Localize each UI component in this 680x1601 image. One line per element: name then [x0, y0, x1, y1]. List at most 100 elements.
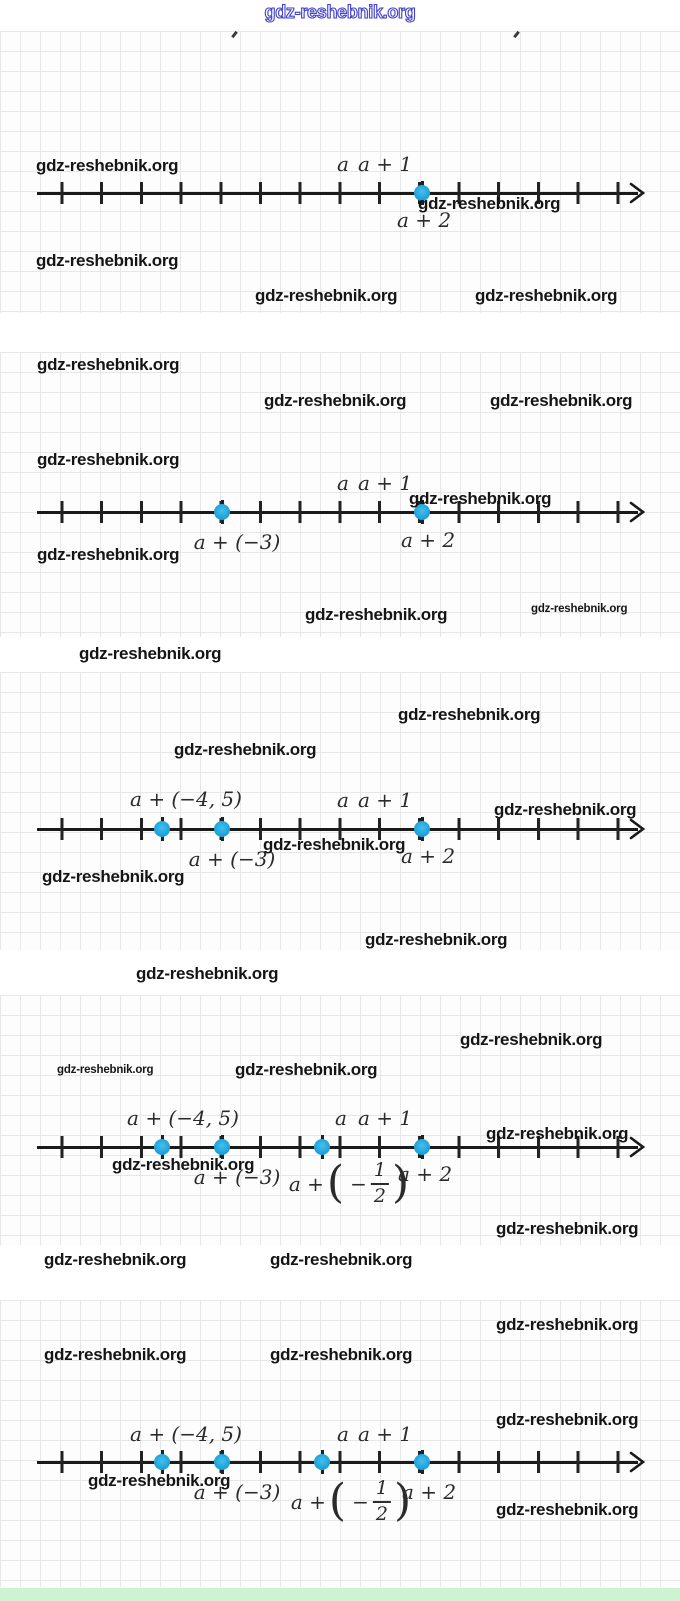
marked-point-a-minus-4-5 — [153, 1449, 171, 1475]
marked-point-a-minus-3 — [213, 1134, 231, 1160]
footer-strip — [0, 1588, 680, 1601]
arrowhead-icon — [629, 1451, 645, 1473]
fraction: 1 2 — [372, 1477, 391, 1526]
point-dot — [414, 821, 430, 837]
minus-sign: − — [350, 1171, 367, 1196]
watermark: gdz-reshebnik.org — [88, 1471, 231, 1490]
graph-paper-panel-3 — [0, 672, 680, 950]
marked-point-a-minus-4-5 — [153, 816, 171, 842]
point-dot — [414, 185, 430, 201]
watermark: gdz-reshebnik.org — [37, 450, 180, 469]
point-dot — [314, 1454, 330, 1470]
frac-prefix: a + — [290, 1489, 326, 1514]
point-label-a-plus-2: a + 2 — [400, 528, 456, 552]
marked-point-a-plus-2 — [413, 816, 431, 842]
arrowhead-icon — [629, 182, 645, 204]
fraction-denominator: 2 — [373, 1184, 386, 1207]
tick-marks — [37, 1451, 625, 1473]
watermark: gdz-reshebnik.org — [44, 1250, 187, 1269]
fraction-numerator: 1 — [372, 1477, 391, 1503]
number-line-3 — [37, 817, 649, 841]
frac-prefix: a + — [288, 1171, 324, 1196]
point-label-a-minus-3: a + (−3) — [193, 1480, 281, 1504]
marked-point-a-plus-2 — [413, 180, 431, 206]
number-line-4 — [37, 1135, 649, 1159]
tick-label-a-plus-1: a + 1 — [357, 1422, 413, 1446]
tick-label-a: a — [337, 471, 349, 495]
point-label-a-minus-half: a + ( − 1 2 ) — [288, 1156, 410, 1208]
watermark: gdz-reshebnik.org — [264, 391, 407, 410]
watermark: gdz-reshebnik.org — [136, 964, 279, 983]
tick-label-a-plus-1: a + 1 — [357, 471, 413, 495]
watermark: gdz-reshebnik.org — [496, 1500, 639, 1519]
point-dot — [414, 504, 430, 520]
point-dot — [154, 1139, 170, 1155]
marked-point-a-plus-2 — [413, 499, 431, 525]
arrowhead-icon — [629, 1136, 645, 1158]
watermark: gdz-reshebnik.org — [305, 605, 448, 624]
open-paren: ( — [326, 1156, 345, 1208]
watermark: gdz-reshebnik.org — [409, 489, 552, 508]
point-dot — [214, 1139, 230, 1155]
fraction-denominator: 2 — [375, 1502, 388, 1525]
point-label-a-plus-2: a + 2 — [400, 844, 456, 868]
watermark: gdz-reshebnik.org — [37, 355, 180, 374]
watermark: gdz-reshebnik.org — [418, 194, 561, 213]
watermark: gdz-reshebnik.org — [174, 740, 317, 759]
watermark: gdz-reshebnik.org — [460, 1030, 603, 1049]
watermark: gdz-reshebnik.org — [79, 644, 222, 663]
watermark: gdz-reshebnik.org — [496, 1410, 639, 1429]
watermark: gdz-reshebnik.org — [44, 1345, 187, 1364]
point-label-a-minus-3: a + (−3) — [188, 847, 276, 871]
close-paren: ) — [391, 1156, 410, 1208]
fraction-numerator: 1 — [370, 1159, 389, 1185]
watermark: gdz-reshebnik.org — [263, 835, 406, 854]
watermark: gdz-reshebnik.org — [112, 1155, 255, 1174]
graph-paper-panel-5 — [0, 1300, 680, 1587]
point-label-a-minus-3: a + (−3) — [193, 1165, 281, 1189]
point-label-a-minus-4-5: a + (−4, 5) — [127, 1106, 239, 1130]
arrowhead-icon — [629, 501, 645, 523]
point-label-a-plus-2: a + 2 — [396, 208, 452, 232]
point-dot — [314, 1139, 330, 1155]
tick-label-a: a — [335, 1106, 347, 1130]
tick-marks — [37, 182, 625, 204]
graph-paper-panel-4 — [0, 995, 680, 1245]
marked-point-a-minus-half — [313, 1134, 331, 1160]
watermark: gdz-reshebnik.org — [57, 1064, 154, 1076]
minus-sign: − — [352, 1489, 369, 1514]
watermark: gdz-reshebnik.org — [398, 705, 541, 724]
watermark: gdz-reshebnik.org — [235, 1060, 378, 1079]
watermark: gdz-reshebnik.org — [531, 603, 628, 615]
number-line-2 — [37, 500, 649, 524]
watermark: gdz-reshebnik.org — [496, 1315, 639, 1334]
tick-label-a: a — [337, 788, 349, 812]
point-label-a-minus-4-5: a + (−4, 5) — [130, 1422, 242, 1446]
marked-point-a-minus-3 — [213, 816, 231, 842]
tick-marks — [37, 501, 625, 523]
header-watermark: gdz-reshebnik.org — [264, 2, 416, 22]
marked-point-a-minus-3 — [213, 499, 231, 525]
open-paren: ( — [328, 1474, 347, 1526]
point-label-a-plus-2: a + 2 — [401, 1480, 457, 1504]
watermark: gdz-reshebnik.org — [36, 251, 179, 270]
watermark: gdz-reshebnik.org — [270, 1345, 413, 1364]
point-dot — [414, 1454, 430, 1470]
point-dot — [414, 1139, 430, 1155]
watermark: gdz-reshebnik.org — [486, 1124, 629, 1143]
point-dot — [214, 1454, 230, 1470]
point-label-a-minus-4-5: a + (−4, 5) — [130, 787, 242, 811]
graph-paper-panel-2 — [0, 352, 680, 637]
number-line-5 — [37, 1450, 649, 1474]
watermark: gdz-reshebnik.org — [365, 930, 508, 949]
point-dot — [214, 821, 230, 837]
tick-label-a-plus-1: a + 1 — [357, 1106, 413, 1130]
marked-point-a-plus-2 — [413, 1134, 431, 1160]
watermark: gdz-reshebnik.org — [37, 545, 180, 564]
marked-point-a-minus-3 — [213, 1449, 231, 1475]
point-label-a-plus-2: a + 2 — [397, 1162, 453, 1186]
watermark: gdz-reshebnik.org — [255, 286, 398, 305]
tick-marks — [37, 1136, 625, 1158]
number-line-1 — [37, 181, 649, 205]
